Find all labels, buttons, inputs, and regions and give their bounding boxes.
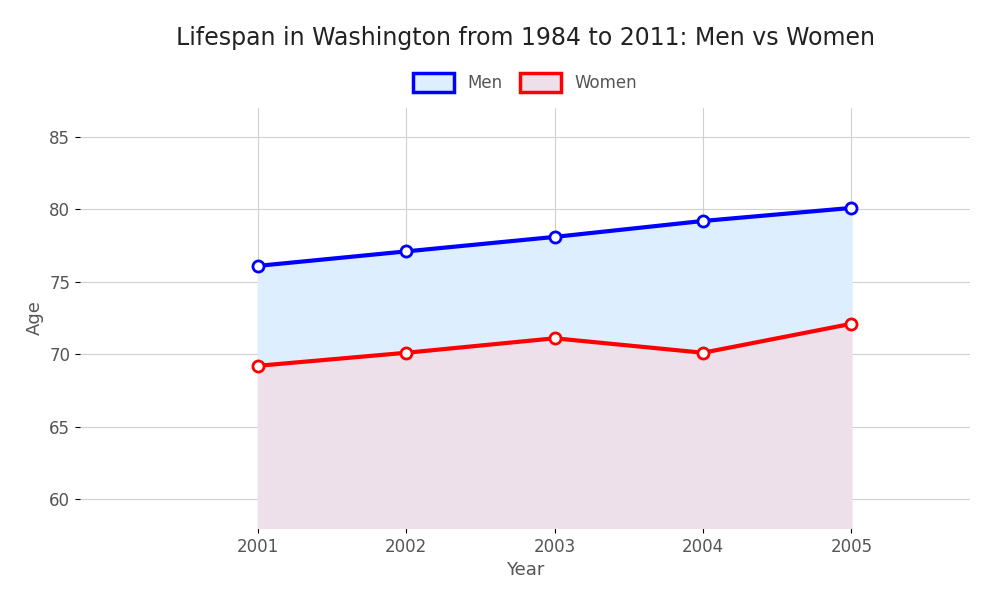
Legend: Men, Women: Men, Women xyxy=(406,66,644,98)
Y-axis label: Age: Age xyxy=(26,301,44,335)
Title: Lifespan in Washington from 1984 to 2011: Men vs Women: Lifespan in Washington from 1984 to 2011… xyxy=(176,26,874,50)
X-axis label: Year: Year xyxy=(506,561,544,579)
